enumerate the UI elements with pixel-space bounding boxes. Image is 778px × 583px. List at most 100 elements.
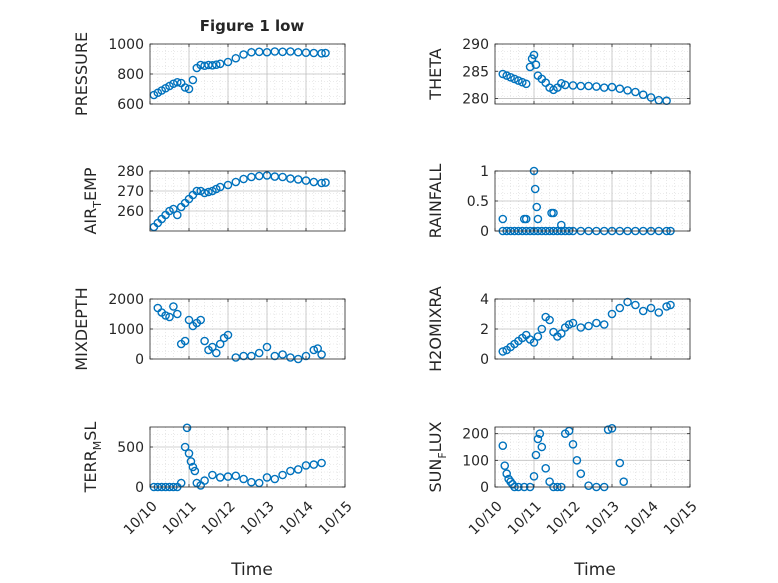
data-point (293, 175, 303, 184)
y-axis-label-subscript: T (91, 201, 104, 209)
data-point (646, 303, 656, 313)
y-axis-label-part: RAINFALL (426, 164, 445, 239)
data-point (180, 442, 190, 452)
data-point (557, 220, 566, 230)
data-point (200, 336, 209, 346)
data-point (500, 461, 510, 470)
y-tick-label: 0.5 (467, 194, 489, 210)
y-axis-label-part: SL (81, 422, 100, 441)
data-point (293, 465, 303, 474)
data-point (521, 214, 531, 224)
x-tick-label: 10/10 (121, 498, 161, 538)
data-point (211, 348, 221, 358)
data-point (498, 347, 508, 356)
data-point (529, 472, 539, 481)
data-point (172, 210, 182, 220)
x-tick-label: 10/13 (238, 498, 278, 538)
data-point (184, 315, 194, 325)
y-axis-label-part: MIXDEPTH (72, 287, 91, 370)
data-point (537, 442, 547, 452)
axes-frame (494, 43, 691, 105)
data-point (568, 318, 578, 328)
y-axis-label: H2OMIXRA (426, 286, 445, 372)
axes-frame (149, 426, 346, 488)
data-point (186, 457, 196, 466)
y-tick-label: 280 (462, 92, 489, 108)
data-point (557, 329, 566, 338)
axes-frame (494, 426, 691, 488)
data-point (506, 72, 515, 82)
y-tick-label: 500 (117, 440, 144, 456)
y-axis-label: THETA (426, 48, 445, 100)
data-point (533, 434, 543, 444)
y-tick-label: 0 (480, 224, 489, 240)
data-point (278, 172, 287, 182)
data-point (531, 450, 541, 460)
data-point (607, 82, 617, 92)
figure-title: Figure 1 low (200, 17, 305, 35)
y-axis-label-part: EMP (81, 167, 100, 201)
data-point (200, 476, 209, 485)
data-point (592, 318, 601, 328)
data-point (309, 460, 319, 469)
data-point (215, 182, 225, 192)
y-tick-label: 0 (135, 352, 144, 368)
y-axis-label: PRESSURE (72, 32, 91, 116)
axes-mixdepth: 0 1000 2000 MIXDEPTH (72, 287, 346, 371)
data-point (638, 90, 648, 100)
x-tick-label: 10/14 (622, 498, 662, 538)
x-tick-label: 10/13 (583, 498, 623, 538)
data-point (182, 423, 192, 433)
y-tick-label: 270 (117, 184, 144, 200)
y-tick-label: 100 (462, 453, 489, 469)
data-point (530, 184, 540, 194)
data-point (623, 297, 632, 307)
y-tick-label: 285 (462, 64, 489, 80)
x-tick-label: 10/10 (466, 498, 506, 538)
data-point (631, 300, 640, 310)
data-point (270, 351, 280, 361)
data-point (172, 309, 182, 319)
data-point (607, 309, 617, 319)
data-point (321, 178, 330, 187)
data-point (619, 477, 629, 486)
x-axis-label-right: Time (573, 560, 616, 580)
x-tick-label: 10/12 (199, 498, 239, 538)
data-point (498, 214, 508, 224)
data-point (317, 458, 326, 468)
data-point (576, 469, 586, 478)
data-point (572, 456, 582, 465)
data-point (568, 440, 578, 449)
x-tick-label: 10/14 (277, 498, 317, 538)
axes-air_temp: 260 270 280 AIRTEMP (81, 164, 346, 235)
x-tick-label: 10/11 (160, 498, 200, 538)
data-point (239, 50, 248, 59)
data-point (231, 353, 241, 362)
data-point (502, 71, 512, 80)
data-point (278, 470, 287, 480)
y-axis-label-subscript: M (91, 441, 104, 451)
data-point (247, 351, 256, 361)
data-point (254, 348, 264, 358)
y-tick-label: 280 (117, 164, 144, 180)
data-point (200, 188, 209, 198)
data-point (317, 49, 326, 58)
data-point (231, 53, 241, 63)
y-axis-label: RAINFALL (426, 164, 445, 239)
data-point (518, 77, 527, 87)
data-point (180, 83, 190, 92)
data-point (239, 474, 248, 484)
data-point (510, 74, 519, 84)
data-point (313, 344, 323, 353)
x-tick-label: 10/11 (505, 498, 545, 538)
data-point (615, 84, 625, 94)
data-point (537, 324, 547, 334)
data-point (192, 186, 202, 196)
data-point (514, 76, 523, 85)
axes-frame (149, 170, 346, 232)
y-axis-label-part: PRESSURE (72, 32, 91, 116)
data-point (615, 458, 625, 468)
y-axis-label-part: SUN (426, 459, 445, 493)
